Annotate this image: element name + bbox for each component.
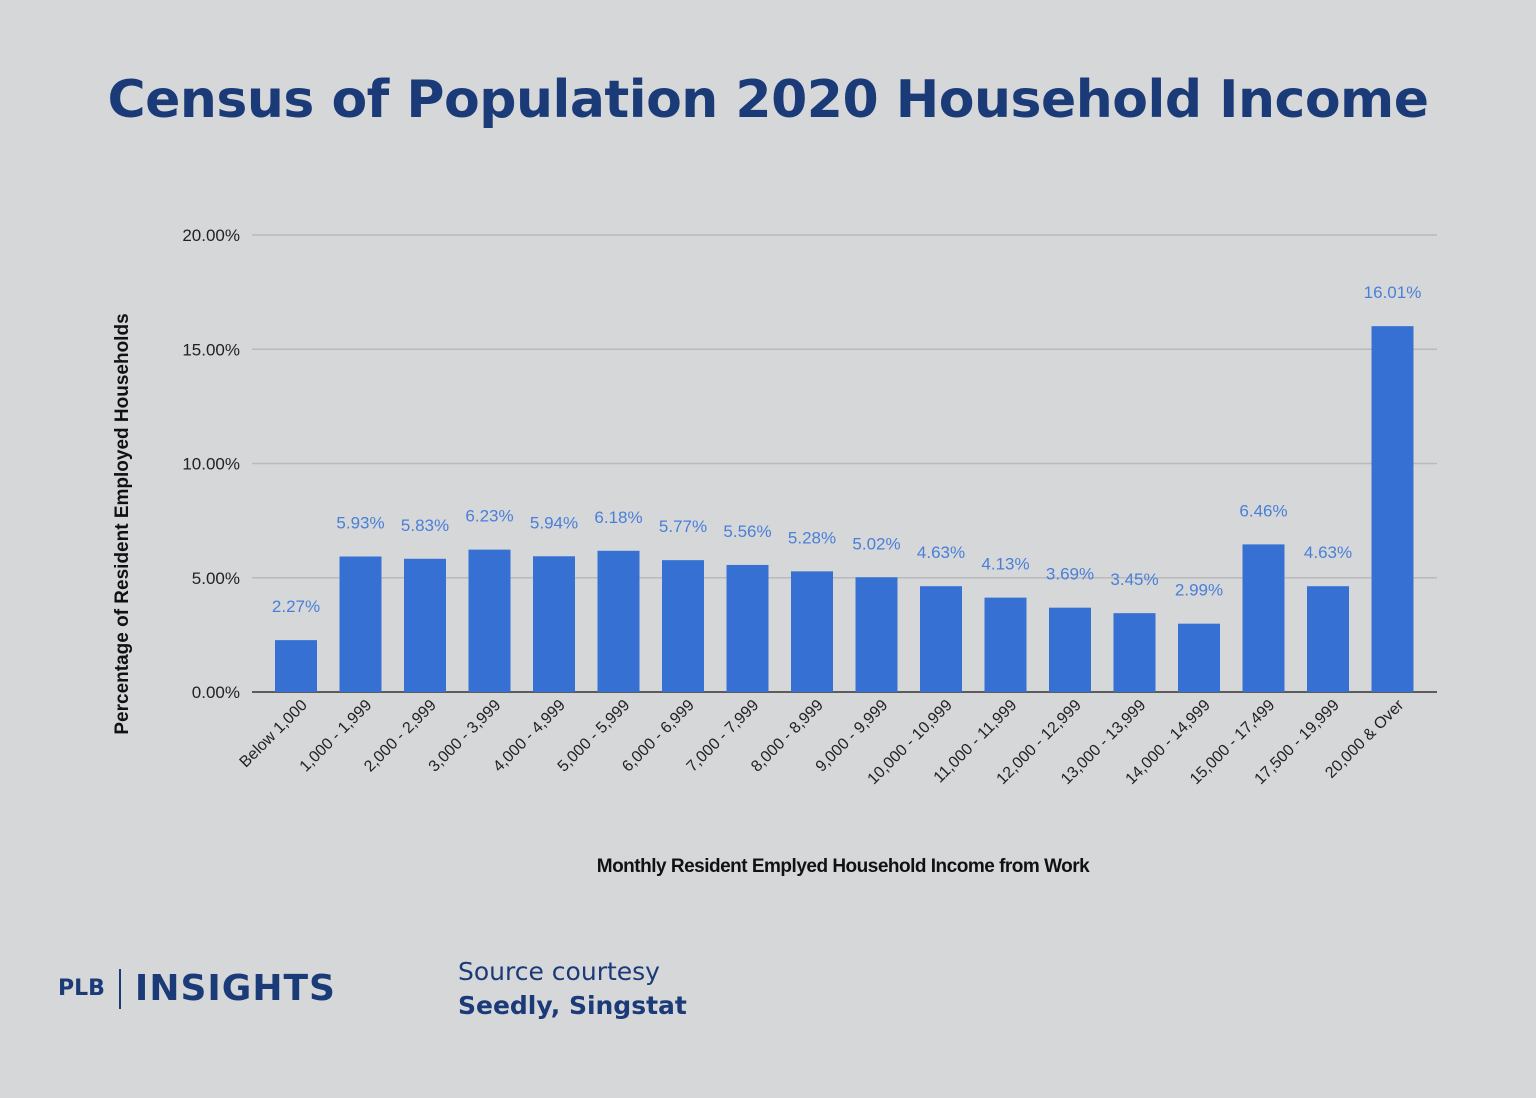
- bar: [533, 556, 575, 692]
- data-label: 6.23%: [465, 507, 513, 526]
- bar: [1242, 544, 1285, 692]
- data-label: 5.77%: [659, 517, 707, 536]
- data-label: 4.63%: [917, 543, 965, 562]
- data-label: 3.69%: [1046, 565, 1094, 584]
- bar: [984, 597, 1027, 692]
- data-label: 5.93%: [336, 513, 384, 532]
- data-label: 16.01%: [1364, 283, 1422, 302]
- y-tick-label: 0.00%: [192, 683, 240, 702]
- bar: [920, 586, 962, 692]
- bar: [597, 550, 640, 692]
- x-axis-label: Monthly Resident Emplyed Household Incom…: [597, 856, 1090, 877]
- data-label: 4.63%: [1304, 543, 1352, 562]
- source-names: Seedly, Singstat: [458, 991, 687, 1020]
- bar: [855, 577, 898, 692]
- bar: [1371, 326, 1414, 692]
- y-tick-label: 20.00%: [182, 226, 240, 245]
- data-label: 5.02%: [852, 534, 900, 553]
- data-label: 5.56%: [723, 522, 771, 541]
- y-tick-label: 15.00%: [182, 340, 240, 359]
- chart-title: Census of Population 2020 Household Inco…: [107, 70, 1429, 130]
- bar: [1113, 613, 1156, 692]
- bar: [468, 549, 511, 692]
- logo-divider: [118, 968, 121, 1009]
- source-label: Source courtesy: [458, 957, 660, 986]
- data-label: 6.18%: [594, 508, 642, 527]
- bar: [1178, 623, 1220, 692]
- bar: [662, 560, 704, 692]
- data-label: 4.13%: [981, 555, 1029, 574]
- data-label: 5.83%: [401, 516, 449, 535]
- logo-insights: INSIGHTS: [134, 968, 336, 1009]
- data-label: 5.94%: [530, 513, 578, 532]
- bar: [275, 640, 317, 692]
- data-label: 3.45%: [1110, 570, 1158, 589]
- source-credit: Source courtesy Seedly, Singstat: [458, 955, 687, 1023]
- data-label: 5.28%: [788, 528, 836, 547]
- data-label: 2.99%: [1175, 581, 1223, 600]
- bar: [1307, 586, 1349, 692]
- data-label: 2.27%: [272, 597, 320, 616]
- logo-plb: PLB: [58, 976, 105, 1001]
- bar: [339, 556, 382, 692]
- y-tick-label: 10.00%: [182, 455, 240, 474]
- bar: [1049, 607, 1091, 692]
- y-tick-label: 5.00%: [192, 569, 240, 588]
- data-label: 6.46%: [1239, 501, 1287, 520]
- plb-insights-logo: PLB INSIGHTS: [58, 968, 336, 1009]
- bar: [404, 558, 446, 692]
- bar: [791, 571, 833, 692]
- y-axis-label: Percentage of Resident Employed Househol…: [112, 313, 133, 734]
- bar: [726, 564, 769, 692]
